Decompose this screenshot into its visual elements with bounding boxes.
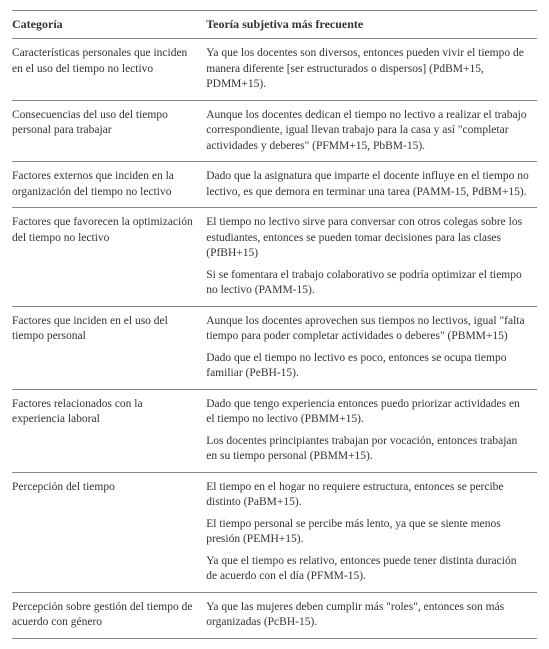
table-row: Factores que favorecen la optimización d… xyxy=(12,208,537,307)
table-header-row: Categoría Teoría subjetiva más frecuente xyxy=(12,11,537,39)
theory-cell: El tiempo en el hogar no requiere estruc… xyxy=(206,472,537,592)
category-cell: Factores externos que inciden en la orga… xyxy=(12,162,206,208)
category-cell: Percepción sobre gestión del tiempo de a… xyxy=(12,592,206,638)
theory-cell: Dado que tengo experiencia entonces pued… xyxy=(206,389,537,472)
category-cell: Consecuencias del uso del tiempo persona… xyxy=(12,100,206,162)
theory-cell: Ya que las mujeres deben cumplir más "ro… xyxy=(206,592,537,638)
table-row: Características personales que inciden e… xyxy=(12,39,537,101)
theory-text: Aunque los docentes dedican el tiempo no… xyxy=(206,108,529,155)
table-row: Consecuencias del uso del tiempo persona… xyxy=(12,100,537,162)
theory-text: Los docentes principiantes trabajan por … xyxy=(206,434,529,465)
table-row: Percepción sobre gestión del tiempo de a… xyxy=(12,592,537,638)
theory-text: Si se fomentara el trabajo colaborativo … xyxy=(206,268,529,299)
theory-cell: Dado que la asignatura que imparte el do… xyxy=(206,162,537,208)
theory-cell: Aunque los docentes aprovechen sus tiemp… xyxy=(206,306,537,389)
category-cell: Factores que favorecen la optimización d… xyxy=(12,208,206,307)
table-row: Factores relacionados con la experiencia… xyxy=(12,389,537,472)
theory-text: Aunque los docentes aprovechen sus tiemp… xyxy=(206,314,529,345)
theory-cell: Ya que los docentes son diversos, entonc… xyxy=(206,39,537,101)
theory-text: Dado que tengo experiencia entonces pued… xyxy=(206,397,529,428)
theory-text: Dado que la asignatura que imparte el do… xyxy=(206,169,529,200)
theory-text: Ya que los docentes son diversos, entonc… xyxy=(206,46,529,93)
theory-text: El tiempo en el hogar no requiere estruc… xyxy=(206,480,529,511)
theory-text: El tiempo personal se percibe más lento,… xyxy=(206,517,529,548)
theory-cell: Aunque los docentes dedican el tiempo no… xyxy=(206,100,537,162)
header-theory: Teoría subjetiva más frecuente xyxy=(206,11,537,39)
table-row: Factores externos que inciden en la orga… xyxy=(12,162,537,208)
theory-text: Ya que el tiempo es relativo, entonces p… xyxy=(206,554,529,585)
header-category: Categoría xyxy=(12,11,206,39)
theory-text: El tiempo no lectivo sirve para conversa… xyxy=(206,215,529,262)
category-cell: Factores que inciden en el uso del tiemp… xyxy=(12,306,206,389)
theory-cell: El tiempo no lectivo sirve para conversa… xyxy=(206,208,537,307)
subjective-theories-table: Categoría Teoría subjetiva más frecuente… xyxy=(12,10,537,639)
theory-text: Ya que las mujeres deben cumplir más "ro… xyxy=(206,600,529,631)
category-cell: Factores relacionados con la experiencia… xyxy=(12,389,206,472)
category-cell: Características personales que inciden e… xyxy=(12,39,206,101)
table-body: Características personales que inciden e… xyxy=(12,39,537,639)
table-row: Percepción del tiempoEl tiempo en el hog… xyxy=(12,472,537,592)
category-cell: Percepción del tiempo xyxy=(12,472,206,592)
table-row: Factores que inciden en el uso del tiemp… xyxy=(12,306,537,389)
theory-text: Dado que el tiempo no lectivo es poco, e… xyxy=(206,351,529,382)
